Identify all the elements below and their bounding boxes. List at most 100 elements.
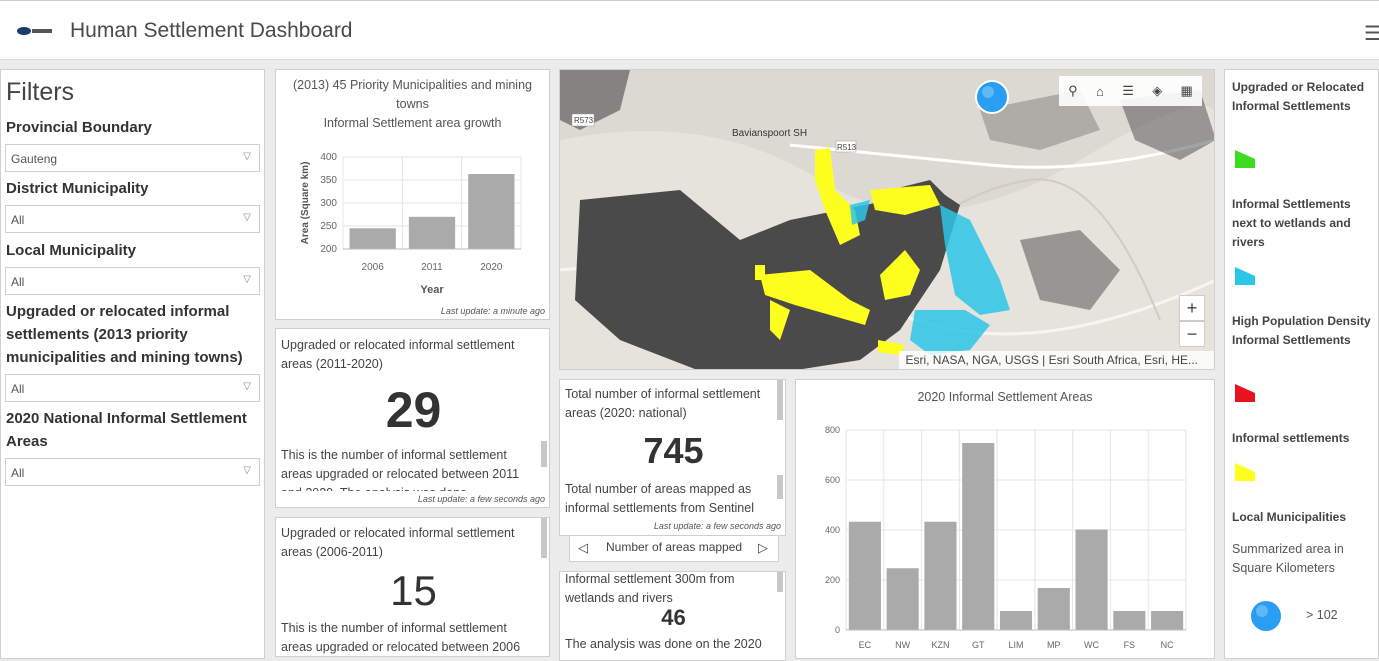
growth-chart-card: (2013) 45 Priority Municipalities and mi… [275,69,550,320]
bar-gt [962,443,995,630]
basemap-gallery-icon[interactable]: ▦ [1180,83,1193,98]
upgraded-2006-title: Upgraded or relocated informal settlemen… [281,526,515,559]
previous-icon[interactable]: ◁ [578,540,588,555]
x-tick-label: EC [859,640,872,650]
upgraded-2011-last-update: Last update: a few seconds ago [413,494,545,504]
bar-nw [886,568,919,630]
search-icon[interactable]: ⚲ [1068,83,1078,98]
total-settlements-desc: Total number of areas mapped as informal… [565,482,754,515]
growth-last-update: Last update: a minute ago [440,306,545,316]
wetlands-value: 46 [661,605,686,630]
upgraded-2006-desc: This is the number of informal settlemen… [281,621,521,654]
y-axis-title: Area (Square km) [300,162,311,245]
bar-2006 [349,228,396,249]
bar-mp [1037,588,1070,630]
home-icon[interactable]: ⌂ [1096,83,1104,99]
national-chart-card: 2020 Informal Settlement Areas 0 200 400 60… [795,379,1215,659]
zoom-in-button[interactable]: + [1179,295,1205,321]
local-municipality-value: All [11,275,25,289]
wetlands-desc: The analysis was done on the 2020 [565,637,762,651]
x-axis-title: Year [420,284,444,296]
filter-label-district: District Municipality [6,180,149,197]
x-tick-label: WC [1084,640,1099,650]
bar-kzn [924,521,957,630]
wetlands-title: Informal settlement 300m from wetlands a… [565,572,735,605]
map-view[interactable]: R573 Bavianspoort SH R513 ⚲ ⌂ ☰ ◈ ▦ + − … [559,69,1215,370]
bar-lim [999,611,1033,630]
map-attribution: Esri, NASA, NGA, USGS | Esri South Afric… [899,351,1214,369]
menu-icon[interactable]: ☰ [1364,23,1379,45]
y-tick-label: 350 [320,175,337,186]
bar-fs [1113,611,1146,630]
bar-wc [1075,529,1108,630]
scrollbar[interactable] [541,441,547,467]
upgraded-2011-value: 29 [385,382,442,438]
total-last-update: Last update: a few seconds ago [653,521,781,531]
provincial-boundary-select[interactable]: Gauteng ▽ [5,144,260,172]
x-tick-label: MP [1047,640,1061,650]
national-settlements-value: All [11,466,25,480]
filter-label-national: 2020 National Informal Settlement Areas [6,410,247,450]
bar-nc [1151,611,1184,630]
y-tick-label: 300 [320,198,337,209]
chevron-down-icon: ▽ [243,381,251,392]
total-nav-bar: ◁ Number of areas mapped ▷ [569,536,779,562]
x-tick-label: NC [1161,640,1174,650]
total-nav-label: Number of areas mapped [606,540,743,554]
district-municipality-select[interactable]: All ▽ [5,205,260,233]
bar-ec [848,521,881,630]
x-tick-label: LIM [1008,640,1023,650]
sansa-logo-icon [17,27,52,35]
national-chart-title: 2020 Informal Settlement Areas [917,390,1093,404]
x-tick-label: 2006 [362,262,385,273]
page-title: Human Settlement Dashboard [70,19,353,42]
national-settlements-select[interactable]: All ▽ [5,458,260,486]
growth-chart-title-3: Informal Settlement area growth [323,116,502,130]
y-tick-label: 250 [320,221,337,232]
map-road-label-r573: R573 [574,116,594,125]
x-tick-label: GT [972,640,985,650]
legend-summary-label: Summarized area in Square Kilometers [1232,542,1344,575]
wetlands-card: Informal settlement 300m from wetlands a… [559,571,786,661]
density-swatch-icon [1235,384,1255,402]
app-header: Human Settlement Dashboard ☰ [0,0,1379,60]
zoom-out-button[interactable]: − [1179,321,1205,347]
legend-item-informal-label: Informal settlements [1232,431,1350,445]
map-road-label-r513: R513 [837,143,857,152]
upgraded-settlements-select[interactable]: All ▽ [5,374,260,402]
chevron-down-icon: ▽ [243,212,251,223]
chevron-down-icon: ▽ [243,274,251,285]
legend-item-wetlands-label: Informal Settlements next to wetlands an… [1232,197,1351,249]
local-municipality-select[interactable]: All ▽ [5,267,260,295]
filters-title: Filters [6,78,75,106]
growth-chart-title-2: towns [396,97,429,111]
upgraded-2011-desc: This is the number of informal settlemen… [281,448,520,491]
map-canvas[interactable]: R573 Bavianspoort SH R513 [560,70,1215,370]
upgraded-swatch-icon [1235,150,1255,168]
layers-icon[interactable]: ◈ [1152,83,1163,98]
scrollbar[interactable] [777,475,783,499]
upgraded-2006-card: Upgraded or relocated informal settlemen… [275,517,550,657]
upgraded-settlements-value: All [11,382,25,396]
legend-circle-label: > 102 [1306,608,1338,622]
x-tick-label: FS [1124,640,1136,650]
upgraded-2011-title: Upgraded or relocated informal settlemen… [281,338,515,371]
filter-label-provincial: Provincial Boundary [6,119,152,136]
growth-chart-title-1: (2013) 45 Priority Municipalities and mi… [292,78,532,92]
next-icon[interactable]: ▷ [758,540,768,555]
scrollbar[interactable] [541,518,547,558]
wetlands-swatch-icon [1235,267,1255,285]
national-bar-chart: 0 200 400 600 800 EC NW KZN GT LIM MP WC FS NC [825,425,1187,650]
y-tick-label: 200 [320,244,337,255]
chevron-down-icon: ▽ [243,465,251,476]
legend-list-icon[interactable]: ☰ [1122,83,1134,98]
total-settlements-title: Total number of informal settlement area… [565,387,761,420]
upgraded-2006-value: 15 [390,567,437,614]
filter-label-upgraded: Upgraded or relocated informal settlemen… [6,303,243,366]
filters-panel: Filters Provincial Boundary Gauteng ▽ Di… [0,69,265,659]
x-tick-label: 2020 [480,262,503,273]
scrollbar[interactable] [777,572,783,592]
total-settlements-value: 745 [643,430,704,471]
scrollbar[interactable] [777,380,783,420]
provincial-boundary-value: Gauteng [11,152,58,166]
